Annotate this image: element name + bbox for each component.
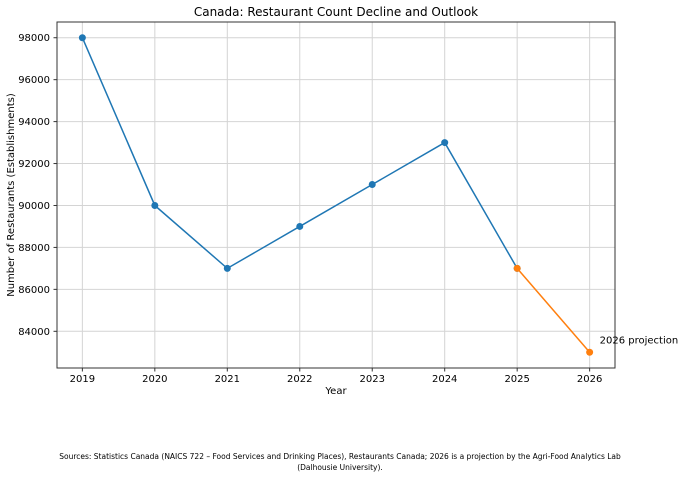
- plot-frame: [56, 21, 616, 369]
- x-tick-label: 2021: [215, 374, 240, 385]
- series-layer: [78, 34, 594, 356]
- y-tick-label: 84000: [18, 327, 50, 338]
- chart-title: Canada: Restaurant Count Decline and Out…: [194, 5, 478, 19]
- x-tick-label: 2023: [360, 374, 385, 385]
- data-point-historical: [223, 264, 231, 272]
- source-note-line1: Sources: Statistics Canada (NAICS 722 – …: [59, 452, 621, 461]
- x-tick-label: 2024: [432, 374, 457, 385]
- y-tick-label: 96000: [18, 75, 50, 86]
- y-tick-label: 86000: [18, 285, 50, 296]
- x-axis-label: Year: [324, 386, 347, 397]
- grid-layer: [57, 22, 615, 368]
- tick-layer: 2019 2020 2021 2022 2023 2024 2025 2026 84000 860…: [18, 33, 602, 385]
- y-tick-label: 90000: [18, 201, 50, 212]
- source-note-line2: (Dalhousie University).: [297, 463, 383, 472]
- data-point-historical: [441, 139, 449, 147]
- y-tick-label: 98000: [18, 33, 50, 44]
- x-tick-label: 2025: [504, 374, 529, 385]
- x-tick-label: 2019: [70, 374, 95, 385]
- data-point-projection: [513, 264, 521, 272]
- annotation-2026-projection: 2026 projection: [600, 335, 679, 346]
- y-tick-label: 88000: [18, 243, 50, 254]
- data-point-historical: [368, 181, 376, 189]
- data-point-historical: [151, 201, 159, 209]
- x-tick-label: 2022: [287, 374, 312, 385]
- y-axis-label: Number of Restaurants (Establishments): [6, 93, 17, 297]
- y-tick-label: 92000: [18, 159, 50, 170]
- series-line-projection: [516, 267, 591, 353]
- data-point-historical: [296, 222, 304, 230]
- x-tick-label: 2026: [577, 374, 602, 385]
- data-point-projection: [586, 348, 594, 356]
- x-tick-label: 2020: [142, 374, 167, 385]
- data-point-historical: [78, 34, 86, 42]
- y-tick-label: 94000: [18, 117, 50, 128]
